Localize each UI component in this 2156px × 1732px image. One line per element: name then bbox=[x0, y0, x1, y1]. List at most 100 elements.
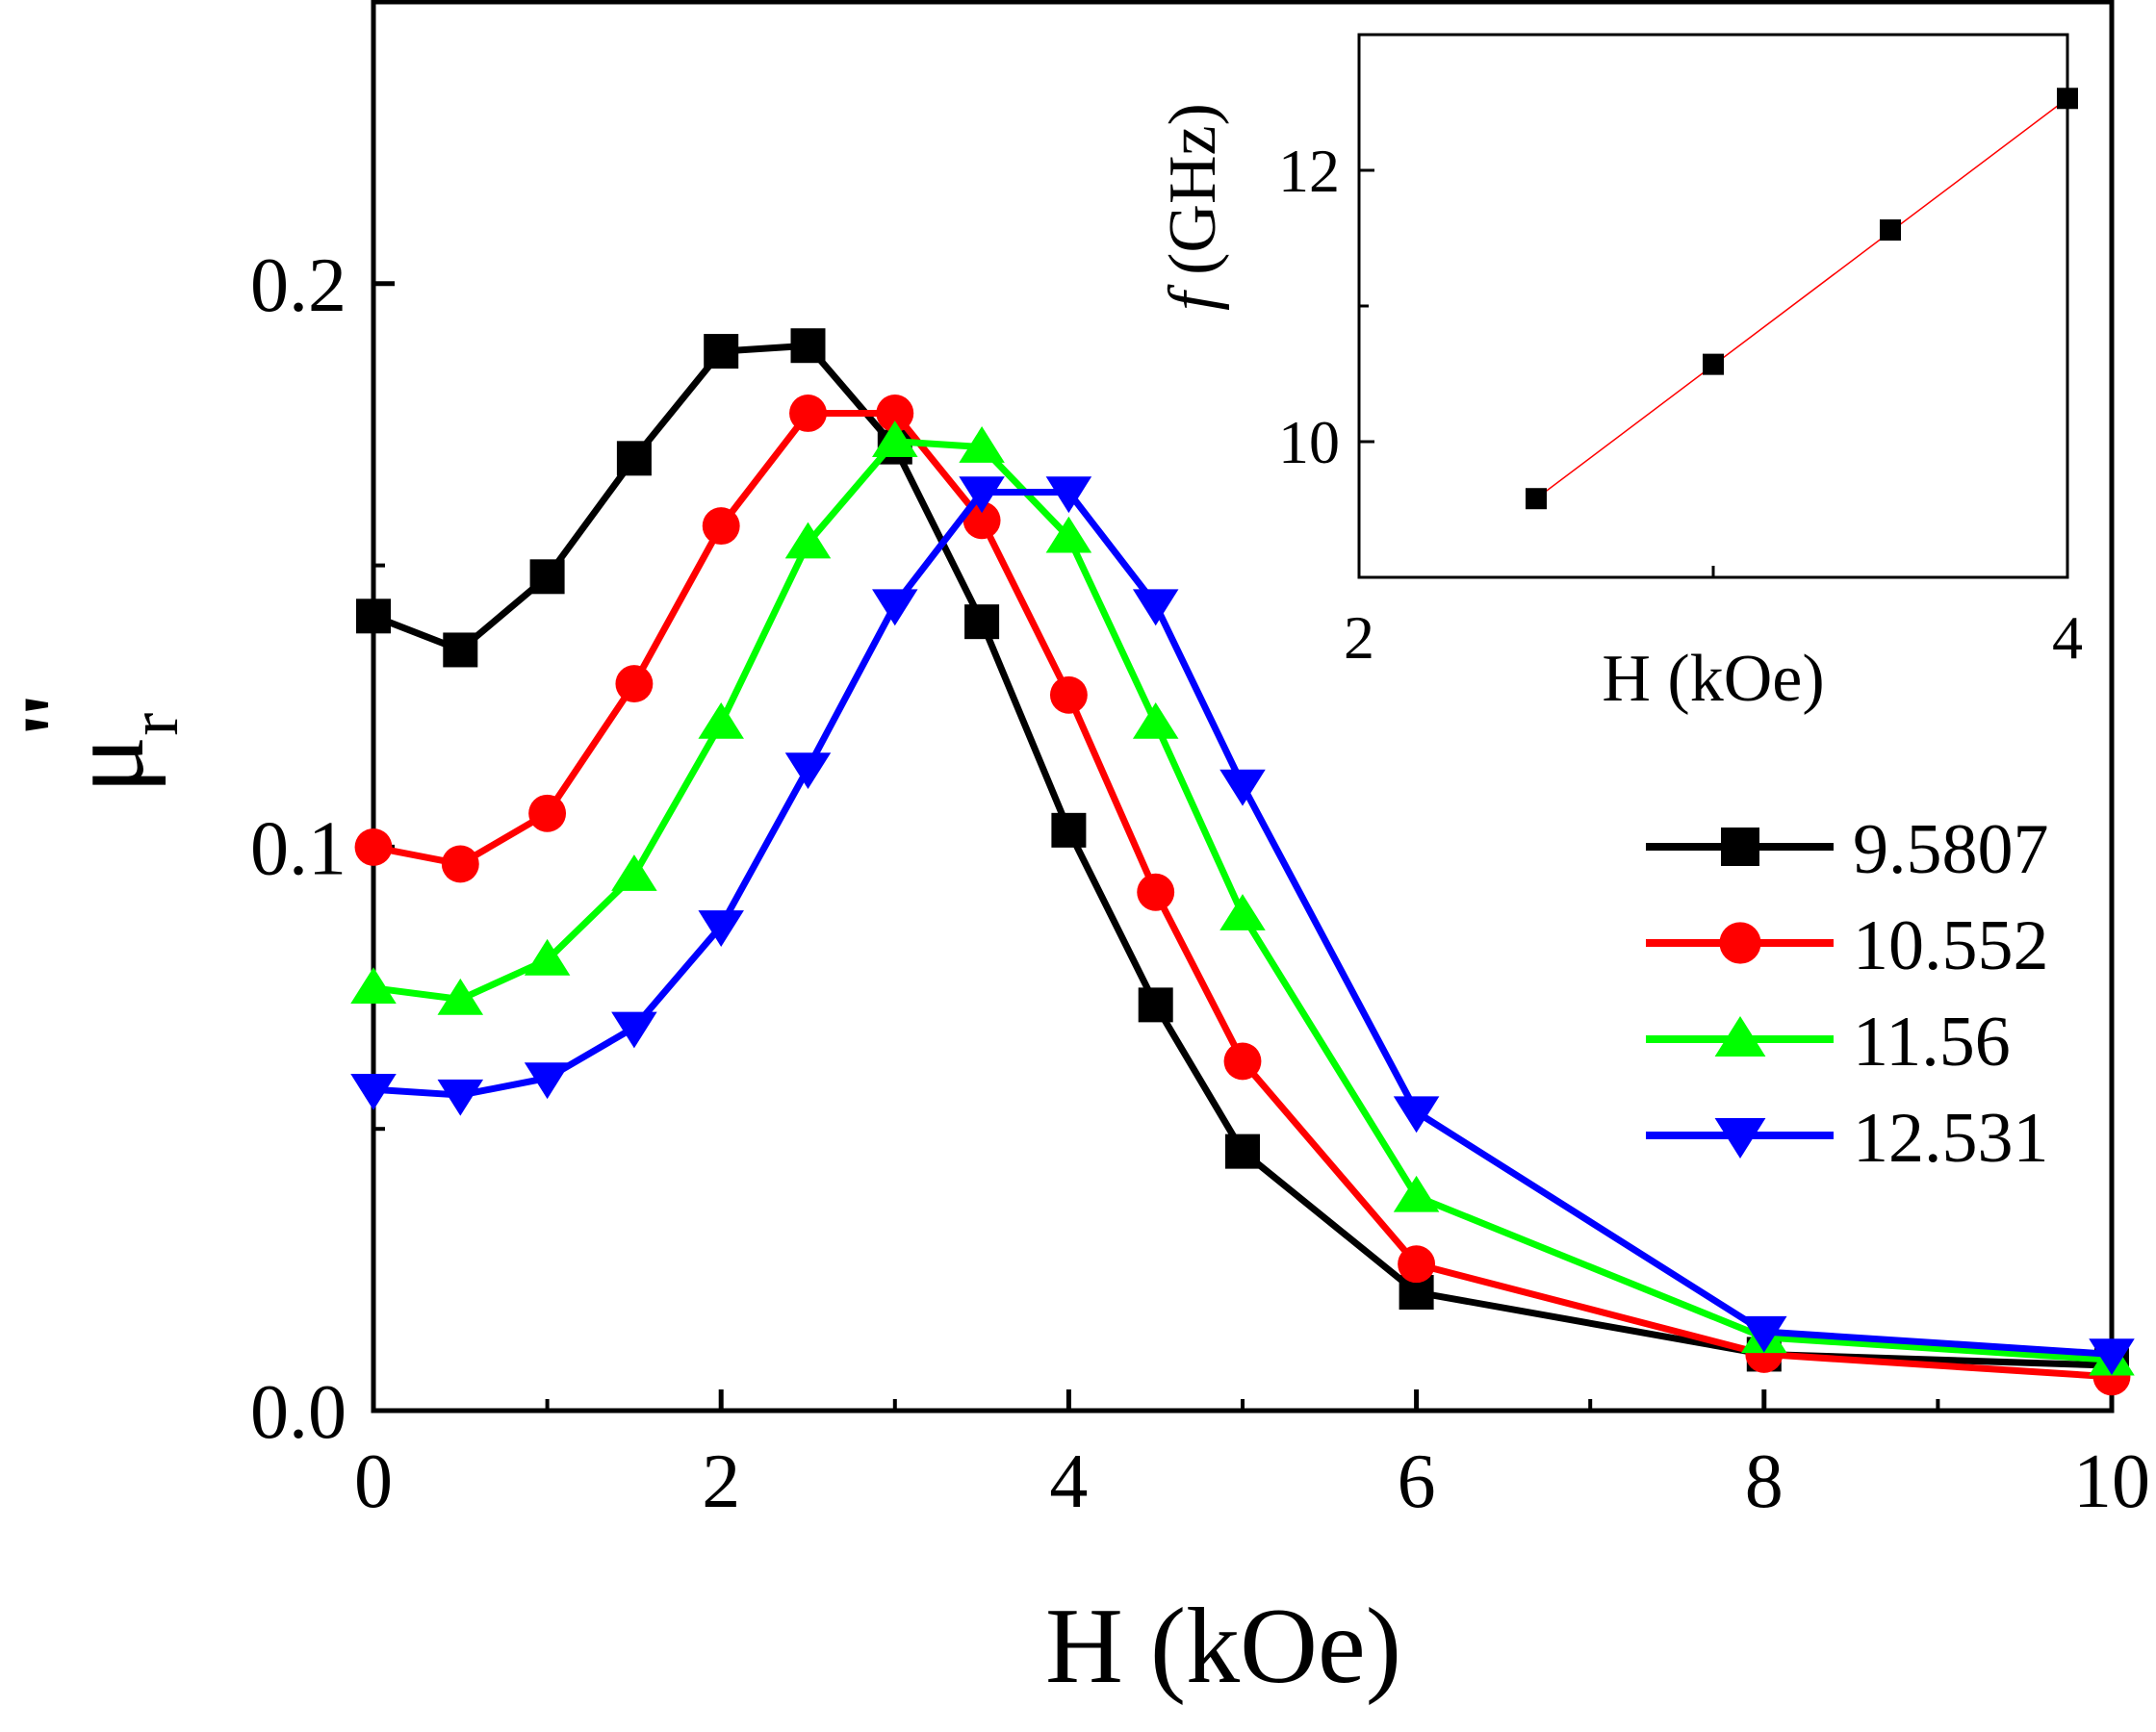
svg-text:f (GHz): f (GHz) bbox=[1156, 103, 1230, 311]
legend-marker bbox=[1714, 1118, 1766, 1159]
inset-data-point bbox=[2057, 88, 2078, 110]
data-point bbox=[789, 395, 827, 432]
data-point bbox=[1132, 701, 1179, 739]
inset-x-tick-label: 2 bbox=[1344, 603, 1374, 672]
legend-marker bbox=[1721, 828, 1759, 866]
data-point bbox=[1045, 516, 1092, 553]
data-point bbox=[1225, 1133, 1260, 1169]
data-point bbox=[437, 1079, 484, 1116]
y-axis-title-main: μ bbox=[47, 736, 167, 794]
series-line bbox=[372, 409, 2113, 1381]
legend-marker bbox=[1719, 922, 1761, 964]
main-chart: 0 2 4 6 8 10 0.0 0.1 0.2 H (kOe) μr " 9.5807 10.552 11… bbox=[3, 0, 2150, 1706]
data-point bbox=[964, 604, 1000, 640]
x-tick-label: 10 bbox=[2073, 1439, 2150, 1524]
legend-label: 9.5807 bbox=[1853, 810, 2049, 889]
axis-ticks: 0 2 4 6 8 10 0.0 0.1 0.2 bbox=[250, 243, 2150, 1524]
y-tick-label: 0.2 bbox=[250, 243, 346, 328]
series-line bbox=[372, 438, 2113, 1363]
data-point bbox=[1398, 1245, 1436, 1284]
legend-entry: 10.552 bbox=[1646, 906, 2049, 985]
y-axis-title: μr " bbox=[3, 688, 192, 794]
y-tick-label: 0.0 bbox=[250, 1370, 346, 1455]
data-point bbox=[1045, 476, 1092, 514]
series-12.531 bbox=[350, 476, 2135, 1376]
data-point bbox=[698, 701, 744, 739]
y-axis-title-sup: " bbox=[3, 688, 110, 742]
inset-y-tick-label: 12 bbox=[1278, 137, 1340, 205]
inset-y-axis-title-rest: (GHz) bbox=[1156, 103, 1230, 292]
data-point bbox=[356, 599, 391, 634]
legend-label: 11.56 bbox=[1853, 1003, 2011, 1082]
data-point bbox=[616, 441, 652, 476]
x-tick-label: 0 bbox=[354, 1439, 393, 1524]
legend-label: 10.552 bbox=[1853, 906, 2049, 985]
data-point bbox=[2089, 1338, 2135, 1376]
data-point bbox=[876, 395, 914, 432]
data-point bbox=[959, 476, 1005, 514]
data-point bbox=[524, 1062, 571, 1100]
series-10.552 bbox=[354, 395, 2131, 1396]
data-point bbox=[528, 794, 567, 832]
data-point bbox=[611, 1011, 657, 1049]
legend-entry: 12.531 bbox=[1646, 1099, 2049, 1178]
x-tick-label: 6 bbox=[1398, 1439, 1436, 1524]
data-point bbox=[1393, 1096, 1440, 1133]
data-point bbox=[524, 938, 571, 976]
data-point bbox=[1137, 873, 1175, 911]
data-point bbox=[784, 522, 832, 559]
data-point bbox=[1741, 1315, 1787, 1353]
data-point bbox=[962, 501, 1001, 540]
data-point bbox=[1138, 987, 1173, 1023]
inset-frame bbox=[1357, 33, 2069, 579]
legend-entry: 11.56 bbox=[1646, 1003, 2011, 1082]
data-point bbox=[872, 589, 918, 626]
inset-y-tick-label: 10 bbox=[1278, 408, 1340, 476]
inset-fit-line bbox=[1535, 97, 2068, 499]
data-point bbox=[1049, 675, 1088, 714]
y-tick-label: 0.1 bbox=[250, 806, 346, 891]
data-point bbox=[784, 752, 832, 790]
data-point bbox=[1051, 812, 1087, 848]
data-point bbox=[698, 910, 744, 947]
data-point bbox=[350, 1074, 397, 1110]
legend: 9.5807 10.552 11.56 12.531 bbox=[1646, 810, 2049, 1178]
series-9.5807 bbox=[356, 328, 2129, 1384]
x-tick-label: 4 bbox=[1049, 1439, 1088, 1524]
data-point bbox=[704, 334, 739, 369]
svg-text:μr": μr " bbox=[3, 688, 192, 794]
data-point bbox=[1219, 894, 1266, 930]
inset-x-axis-title: H (kOe) bbox=[1602, 642, 1824, 716]
data-point bbox=[959, 426, 1005, 463]
data-point bbox=[1223, 1042, 1262, 1081]
data-point bbox=[443, 632, 478, 668]
data-point bbox=[790, 328, 826, 364]
data-point bbox=[1393, 1175, 1440, 1212]
legend-label: 12.531 bbox=[1853, 1099, 2049, 1178]
data-point bbox=[1219, 769, 1266, 806]
inset-y-axis-title: f (GHz) bbox=[1156, 103, 1230, 311]
data-point bbox=[354, 828, 393, 866]
series-line bbox=[372, 342, 2113, 1369]
inset-data-point bbox=[1703, 353, 1724, 375]
data-point bbox=[872, 420, 918, 457]
inset-data-point bbox=[1880, 219, 1901, 242]
inset-x-tick-label: 4 bbox=[2052, 603, 2083, 672]
data-point bbox=[437, 978, 484, 1015]
x-tick-label: 8 bbox=[1745, 1439, 1784, 1524]
legend-entry: 9.5807 bbox=[1646, 810, 2049, 889]
data-point bbox=[350, 967, 397, 1004]
x-tick-label: 2 bbox=[702, 1439, 740, 1524]
inset-chart: 2 4 10 12 H (kOe) f (GHz) bbox=[1156, 33, 2083, 716]
inset-data-point bbox=[1526, 488, 1547, 510]
y-axis-title-sub: r bbox=[116, 713, 192, 736]
data-point bbox=[611, 854, 657, 891]
data-point bbox=[441, 845, 479, 883]
x-axis-title: H (kOe) bbox=[1045, 1587, 1401, 1706]
data-point bbox=[1132, 589, 1179, 626]
data-point bbox=[615, 665, 654, 703]
data-point bbox=[702, 507, 740, 546]
legend-marker bbox=[1714, 1016, 1766, 1057]
data-point bbox=[529, 559, 565, 595]
